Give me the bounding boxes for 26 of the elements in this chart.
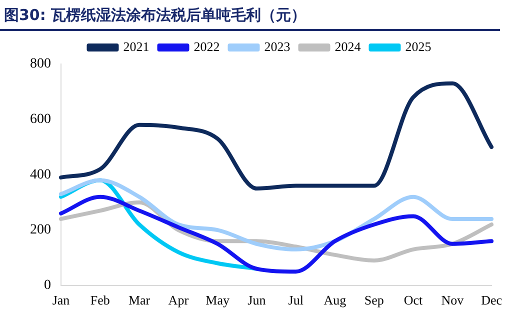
y-tick-label: 200 [30, 222, 51, 238]
legend-label: 2024 [334, 38, 362, 54]
legend-label: 2023 [264, 38, 290, 54]
y-tick-label: 800 [30, 56, 51, 72]
line-series [59, 194, 494, 274]
x-tick-label: Jan [52, 292, 70, 308]
legend-label: 2021 [123, 38, 150, 54]
x-tick-label: Apr [168, 292, 190, 308]
x-tick-label: Aug [324, 292, 347, 308]
line-series [59, 178, 494, 252]
x-tick-label: May [206, 292, 230, 308]
x-tick-label: Jun [248, 292, 266, 308]
y-tick-label: 400 [30, 167, 51, 182]
x-tick-label: Mar [128, 292, 151, 308]
x-tick-label: Oct [404, 292, 424, 308]
legend-label: 2022 [194, 38, 220, 54]
x-tick-label: Sep [364, 292, 384, 308]
chart-title: 图30: 瓦楞纸湿法涂布法税后单吨毛利（元） [0, 0, 500, 31]
legend-label: 2025 [405, 38, 432, 54]
y-tick-label: 600 [30, 112, 51, 128]
y-tick-label: 0 [44, 278, 51, 294]
x-tick-label: Jul [288, 292, 304, 308]
x-tick-label: Feb [90, 292, 110, 308]
x-tick-label: Nov [441, 292, 464, 308]
line-series [59, 81, 494, 191]
x-tick-label: Dec [481, 292, 502, 308]
